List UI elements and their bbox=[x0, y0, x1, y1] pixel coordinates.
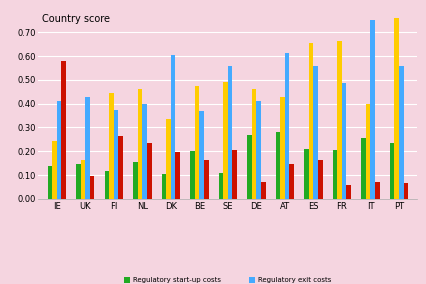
Bar bbox=[233, 150, 237, 199]
Bar bbox=[81, 160, 85, 199]
Bar bbox=[290, 164, 294, 199]
Bar bbox=[366, 104, 371, 199]
Bar bbox=[309, 43, 314, 199]
Bar bbox=[261, 182, 265, 199]
Bar bbox=[248, 135, 252, 199]
Bar bbox=[109, 93, 114, 199]
Bar bbox=[85, 97, 90, 199]
Bar bbox=[399, 66, 403, 199]
Bar bbox=[333, 150, 337, 199]
Bar bbox=[361, 138, 366, 199]
Legend: Regulatory start-up costs, Regulat.employment  Inflexibity, Regulatory exit cost: Regulatory start-up costs, Regulat.emplo… bbox=[121, 275, 334, 284]
Bar bbox=[76, 164, 81, 199]
Bar bbox=[375, 182, 380, 199]
Bar bbox=[219, 173, 223, 199]
Bar bbox=[118, 136, 123, 199]
Bar bbox=[199, 111, 204, 199]
Bar bbox=[228, 66, 233, 199]
Bar bbox=[223, 82, 228, 199]
Bar bbox=[48, 166, 52, 199]
Bar bbox=[304, 149, 309, 199]
Bar bbox=[346, 185, 351, 199]
Bar bbox=[252, 89, 256, 199]
Bar bbox=[52, 141, 57, 199]
Bar bbox=[256, 101, 261, 199]
Bar bbox=[90, 176, 95, 199]
Bar bbox=[61, 61, 66, 199]
Bar bbox=[318, 160, 322, 199]
Bar bbox=[138, 89, 142, 199]
Bar bbox=[204, 160, 208, 199]
Bar bbox=[190, 151, 195, 199]
Bar bbox=[371, 20, 375, 199]
Bar bbox=[162, 174, 166, 199]
Bar bbox=[176, 153, 180, 199]
Bar bbox=[147, 143, 152, 199]
Bar bbox=[142, 104, 147, 199]
Bar bbox=[195, 86, 199, 199]
Bar bbox=[337, 41, 342, 199]
Bar bbox=[57, 101, 61, 199]
Bar bbox=[166, 119, 171, 199]
Bar bbox=[394, 18, 399, 199]
Bar bbox=[133, 162, 138, 199]
Bar bbox=[314, 66, 318, 199]
Bar bbox=[105, 172, 109, 199]
Bar bbox=[276, 132, 280, 199]
Bar bbox=[403, 183, 408, 199]
Bar bbox=[342, 83, 346, 199]
Bar bbox=[114, 110, 118, 199]
Bar bbox=[390, 143, 394, 199]
Bar bbox=[171, 55, 176, 199]
Bar bbox=[280, 97, 285, 199]
Text: Country score: Country score bbox=[42, 14, 110, 24]
Bar bbox=[285, 53, 290, 199]
